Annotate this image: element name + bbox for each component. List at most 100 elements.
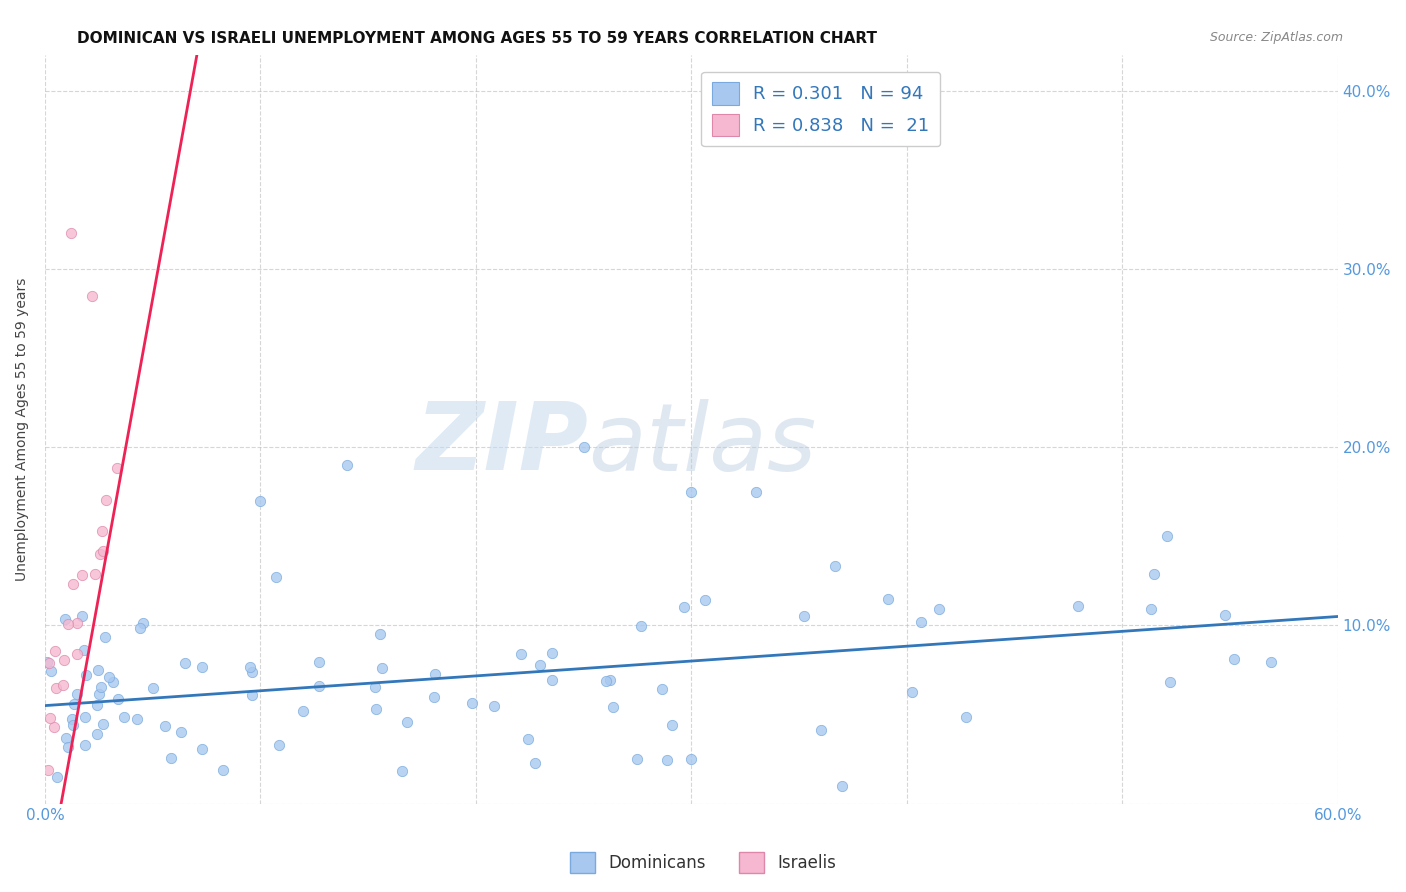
Legend: R = 0.301   N = 94, R = 0.838   N =  21: R = 0.301 N = 94, R = 0.838 N = 21 [702, 71, 941, 146]
Point [103, 675, 125, 690]
Point [38, 657, 60, 671]
Point [142, 681, 165, 695]
Point [82, 289, 104, 303]
Point [105, 461, 128, 475]
Point [239, 660, 262, 674]
Point [53, 611, 76, 625]
Point [59, 227, 82, 241]
Point [269, 739, 291, 753]
Point [541, 646, 564, 660]
Point [824, 558, 846, 573]
Point [364, 680, 387, 694]
Point [73, 643, 96, 657]
Point [191, 659, 214, 673]
Point [657, 753, 679, 767]
Point [66, 616, 89, 631]
Point [75, 710, 97, 724]
Point [72, 568, 94, 582]
Point [1213, 607, 1236, 622]
Point [1156, 529, 1178, 543]
Point [62, 718, 84, 732]
Text: Source: ZipAtlas.com: Source: ZipAtlas.com [1209, 31, 1343, 45]
Point [53, 653, 76, 667]
Point [174, 656, 197, 670]
Point [212, 763, 235, 777]
Text: DOMINICAN VS ISRAELI UNEMPLOYMENT AMONG AGES 55 TO 59 YEARS CORRELATION CHART: DOMINICAN VS ISRAELI UNEMPLOYMENT AMONG … [77, 31, 877, 46]
Point [423, 667, 446, 681]
Point [661, 717, 683, 731]
Point [368, 627, 391, 641]
Point [1159, 674, 1181, 689]
Point [39, 665, 62, 679]
Point [672, 600, 695, 615]
Point [37, 763, 59, 777]
Y-axis label: Unemployment Among Ages 55 to 59 years: Unemployment Among Ages 55 to 59 years [15, 277, 30, 581]
Point [91, 544, 114, 558]
Point [66, 647, 89, 661]
Point [292, 705, 315, 719]
Point [160, 751, 183, 765]
Point [793, 608, 815, 623]
Point [523, 756, 546, 771]
Point [37, 655, 59, 669]
Point [693, 593, 716, 607]
Point [45, 681, 67, 695]
Point [72, 608, 94, 623]
Point [62, 576, 84, 591]
Point [127, 712, 149, 726]
Point [89, 548, 111, 562]
Point [44, 644, 66, 658]
Point [681, 752, 703, 766]
Point [94, 493, 117, 508]
Point [63, 697, 86, 711]
Point [60, 712, 83, 726]
Point [831, 779, 853, 793]
Point [336, 458, 359, 472]
Point [484, 698, 506, 713]
Point [39, 711, 62, 725]
Point [42, 719, 65, 733]
Point [264, 570, 287, 584]
Point [132, 615, 155, 630]
Point [423, 690, 446, 704]
Point [91, 717, 114, 731]
Point [541, 673, 564, 688]
Point [509, 648, 531, 662]
Point [1143, 566, 1166, 581]
Point [97, 670, 120, 684]
Point [876, 591, 898, 606]
Point [1222, 652, 1244, 666]
Point [52, 678, 75, 692]
Point [396, 714, 419, 729]
Point [955, 710, 977, 724]
Point [86, 727, 108, 741]
Point [308, 655, 330, 669]
Point [112, 710, 135, 724]
Point [602, 700, 624, 714]
Point [73, 738, 96, 752]
Point [1067, 599, 1090, 613]
Point [107, 692, 129, 706]
Point [928, 602, 950, 616]
Point [599, 673, 621, 688]
Point [240, 665, 263, 679]
Point [75, 668, 97, 682]
Point [516, 732, 538, 747]
Point [651, 681, 673, 696]
Point [55, 731, 77, 745]
Point [90, 524, 112, 538]
Point [366, 702, 388, 716]
Point [910, 615, 932, 629]
Point [308, 679, 330, 693]
Point [191, 741, 214, 756]
Point [93, 630, 115, 644]
Point [572, 440, 595, 454]
Point [810, 723, 832, 737]
Point [86, 698, 108, 712]
Point [46, 770, 69, 784]
Point [90, 680, 112, 694]
Point [66, 687, 89, 701]
Point [89, 687, 111, 701]
Point [391, 764, 413, 778]
Point [745, 484, 768, 499]
